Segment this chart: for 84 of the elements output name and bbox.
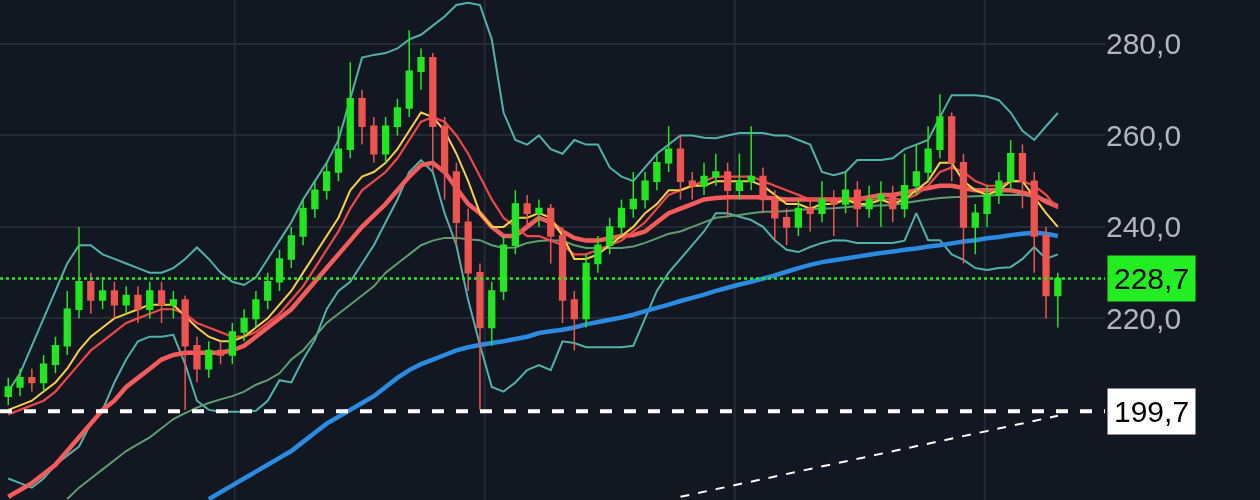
candlestick [771,189,779,242]
ref-line-label: 228,7 [1114,262,1190,295]
candlestick [641,171,649,210]
candlestick [1042,226,1050,320]
candlestick [841,171,850,214]
candlestick [853,180,861,228]
candlestick [794,198,803,237]
candlestick [936,93,944,160]
candlestick [4,377,12,407]
y-tick-label: 240,0 [1106,210,1182,244]
candlestick [747,125,755,192]
candlestick [570,290,578,352]
candlestick [205,340,213,379]
candlestick [370,116,378,164]
candlestick [299,198,307,246]
y-tick-label: 280,0 [1106,27,1182,61]
candlestick [971,203,979,256]
line-series [66,193,1059,500]
candlestick [665,125,673,173]
candlestick [110,281,119,320]
candlestick [334,125,343,182]
candlestick [865,184,873,219]
candlestick [216,340,225,365]
candlestick [629,171,637,219]
candlestick [912,143,920,196]
candlestick [346,61,354,160]
line-series [206,230,1061,500]
candlestick [983,184,991,228]
candlestick [924,125,932,182]
candlestick [122,285,130,315]
candlestick [877,180,885,228]
candlestick [488,281,496,347]
candlestick [417,47,425,91]
candlestick [464,207,472,292]
candlestick [51,335,60,375]
candlestick [16,367,24,397]
y-tick-label: 220,0 [1106,301,1182,335]
candlestick [476,262,484,411]
candlestick [39,354,48,393]
candlestick [806,198,814,233]
candlestick [63,290,71,356]
candlestick [594,235,602,274]
candlestick [405,29,413,118]
candlestick [28,367,36,393]
candlestick [535,198,543,228]
candlestick [759,166,767,214]
candlestick [511,189,519,256]
candlestick [87,271,95,315]
candlestick [381,116,390,164]
candlestick [523,194,531,228]
candlestick [995,171,1003,205]
candlestick [134,285,142,324]
ref-line-label: 199,7 [1114,395,1190,428]
candlestick [193,335,201,384]
candlestick [358,88,366,146]
candlestick [181,294,189,411]
candlestick [782,207,791,246]
candlestick [287,226,295,269]
candlestick [818,180,826,224]
y-tick-label: 260,0 [1106,118,1182,152]
candlestick [889,184,897,224]
candlestick [393,98,402,137]
candlestick [146,281,154,320]
candlestick [157,281,166,324]
candlestick [735,152,744,201]
candlestick [830,189,838,237]
candlestick [169,290,177,320]
candlestick [1030,171,1038,274]
candlestick [252,290,260,329]
candlestick [712,152,720,187]
candlestick [1007,139,1015,192]
candlestick [617,198,626,237]
candlestick [676,134,685,201]
candlestick [900,152,909,219]
candlestick [606,217,614,256]
candlestick [688,171,696,201]
candlestick [558,226,567,324]
candlestick [547,203,555,265]
candlestick [311,180,319,219]
candlestick [228,322,236,365]
candlestick [653,152,661,192]
candlestick [240,308,248,343]
candlestick [700,162,708,196]
candlestick [323,162,331,201]
